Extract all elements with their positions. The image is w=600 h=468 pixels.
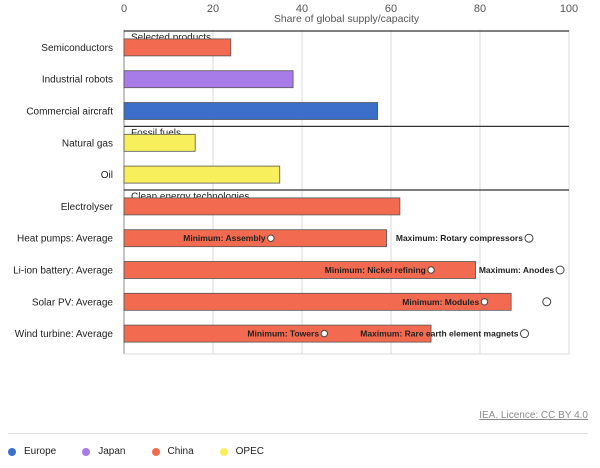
legend-swatch bbox=[219, 447, 228, 456]
x-tick-label: 100 bbox=[560, 3, 578, 15]
min-marker bbox=[267, 234, 275, 242]
min-label: Minimum: Nickel refining bbox=[325, 265, 426, 275]
category-label: Heat pumps: Average bbox=[17, 234, 113, 245]
bar bbox=[123, 261, 476, 279]
min-marker bbox=[480, 298, 489, 306]
category-label: Solar PV: Average bbox=[32, 297, 114, 308]
legend-label: Japan bbox=[98, 446, 126, 457]
x-axis-title: Share of global supply/capacity bbox=[274, 13, 420, 25]
bar bbox=[123, 197, 401, 216]
legend-entry[interactable]: Europe bbox=[8, 446, 56, 457]
bar bbox=[123, 38, 232, 57]
max-label: Maximum: Anodes bbox=[479, 265, 555, 275]
legend-entry[interactable]: China bbox=[151, 446, 194, 457]
chart-svg: Share of global supply/capacity 0 20 40 60 80… bbox=[13, 3, 578, 355]
legend-label: Europe bbox=[24, 446, 57, 457]
category-label: Li-ion battery: Average bbox=[13, 266, 113, 277]
x-tick-label: 0 bbox=[121, 3, 127, 15]
source-link[interactable]: IEA. Licence: CC BY 4.0 bbox=[479, 410, 588, 421]
legend-entry[interactable]: OPEC bbox=[219, 446, 264, 457]
x-tick-label: 40 bbox=[296, 3, 308, 15]
category-label: Electrolyser bbox=[61, 202, 114, 213]
max-marker bbox=[542, 297, 552, 307]
max-label: Maximum: Rotary compressors bbox=[396, 233, 523, 243]
legend-entry[interactable]: Japan bbox=[82, 446, 126, 457]
max-marker bbox=[555, 265, 565, 275]
group-label: Clean energy technologies bbox=[131, 192, 249, 203]
x-tick-label: 80 bbox=[474, 3, 486, 15]
group-label: Selected products bbox=[131, 33, 211, 44]
max-marker bbox=[520, 329, 529, 339]
min-label: Minimum: Assembly bbox=[183, 233, 266, 243]
bar bbox=[123, 324, 432, 343]
bar bbox=[123, 102, 379, 120]
bar bbox=[123, 165, 281, 184]
max-marker bbox=[524, 233, 534, 243]
min-label: Minimum: Modules bbox=[402, 297, 479, 307]
bar bbox=[123, 70, 294, 89]
category-label: Oil bbox=[101, 170, 113, 181]
max-label: Maximum: Rare earth element magnets bbox=[360, 329, 519, 339]
legend-swatch bbox=[8, 447, 16, 456]
x-tick-label: 60 bbox=[385, 3, 397, 15]
category-label: Wind turbine: Average bbox=[15, 329, 114, 340]
bar bbox=[123, 133, 196, 152]
min-marker bbox=[320, 329, 328, 338]
legend-divider bbox=[8, 433, 588, 434]
category-label: Commercial aircraft bbox=[26, 107, 113, 118]
category-label: Natural gas bbox=[62, 138, 113, 149]
min-marker bbox=[427, 266, 435, 274]
bar bbox=[123, 229, 387, 248]
legend-swatch bbox=[151, 447, 160, 456]
category-label: Semiconductors bbox=[41, 43, 113, 54]
legend: Europe Japan China OPEC bbox=[8, 446, 290, 457]
x-tick-label: 20 bbox=[207, 3, 219, 15]
bar bbox=[123, 292, 512, 311]
legend-swatch bbox=[82, 447, 91, 456]
category-label: Industrial robots bbox=[42, 75, 113, 86]
legend-label: OPEC bbox=[235, 446, 264, 457]
group-label: Fossil fuels bbox=[131, 128, 181, 139]
legend-label: China bbox=[167, 446, 194, 457]
min-label: Minimum: Towers bbox=[247, 329, 319, 339]
